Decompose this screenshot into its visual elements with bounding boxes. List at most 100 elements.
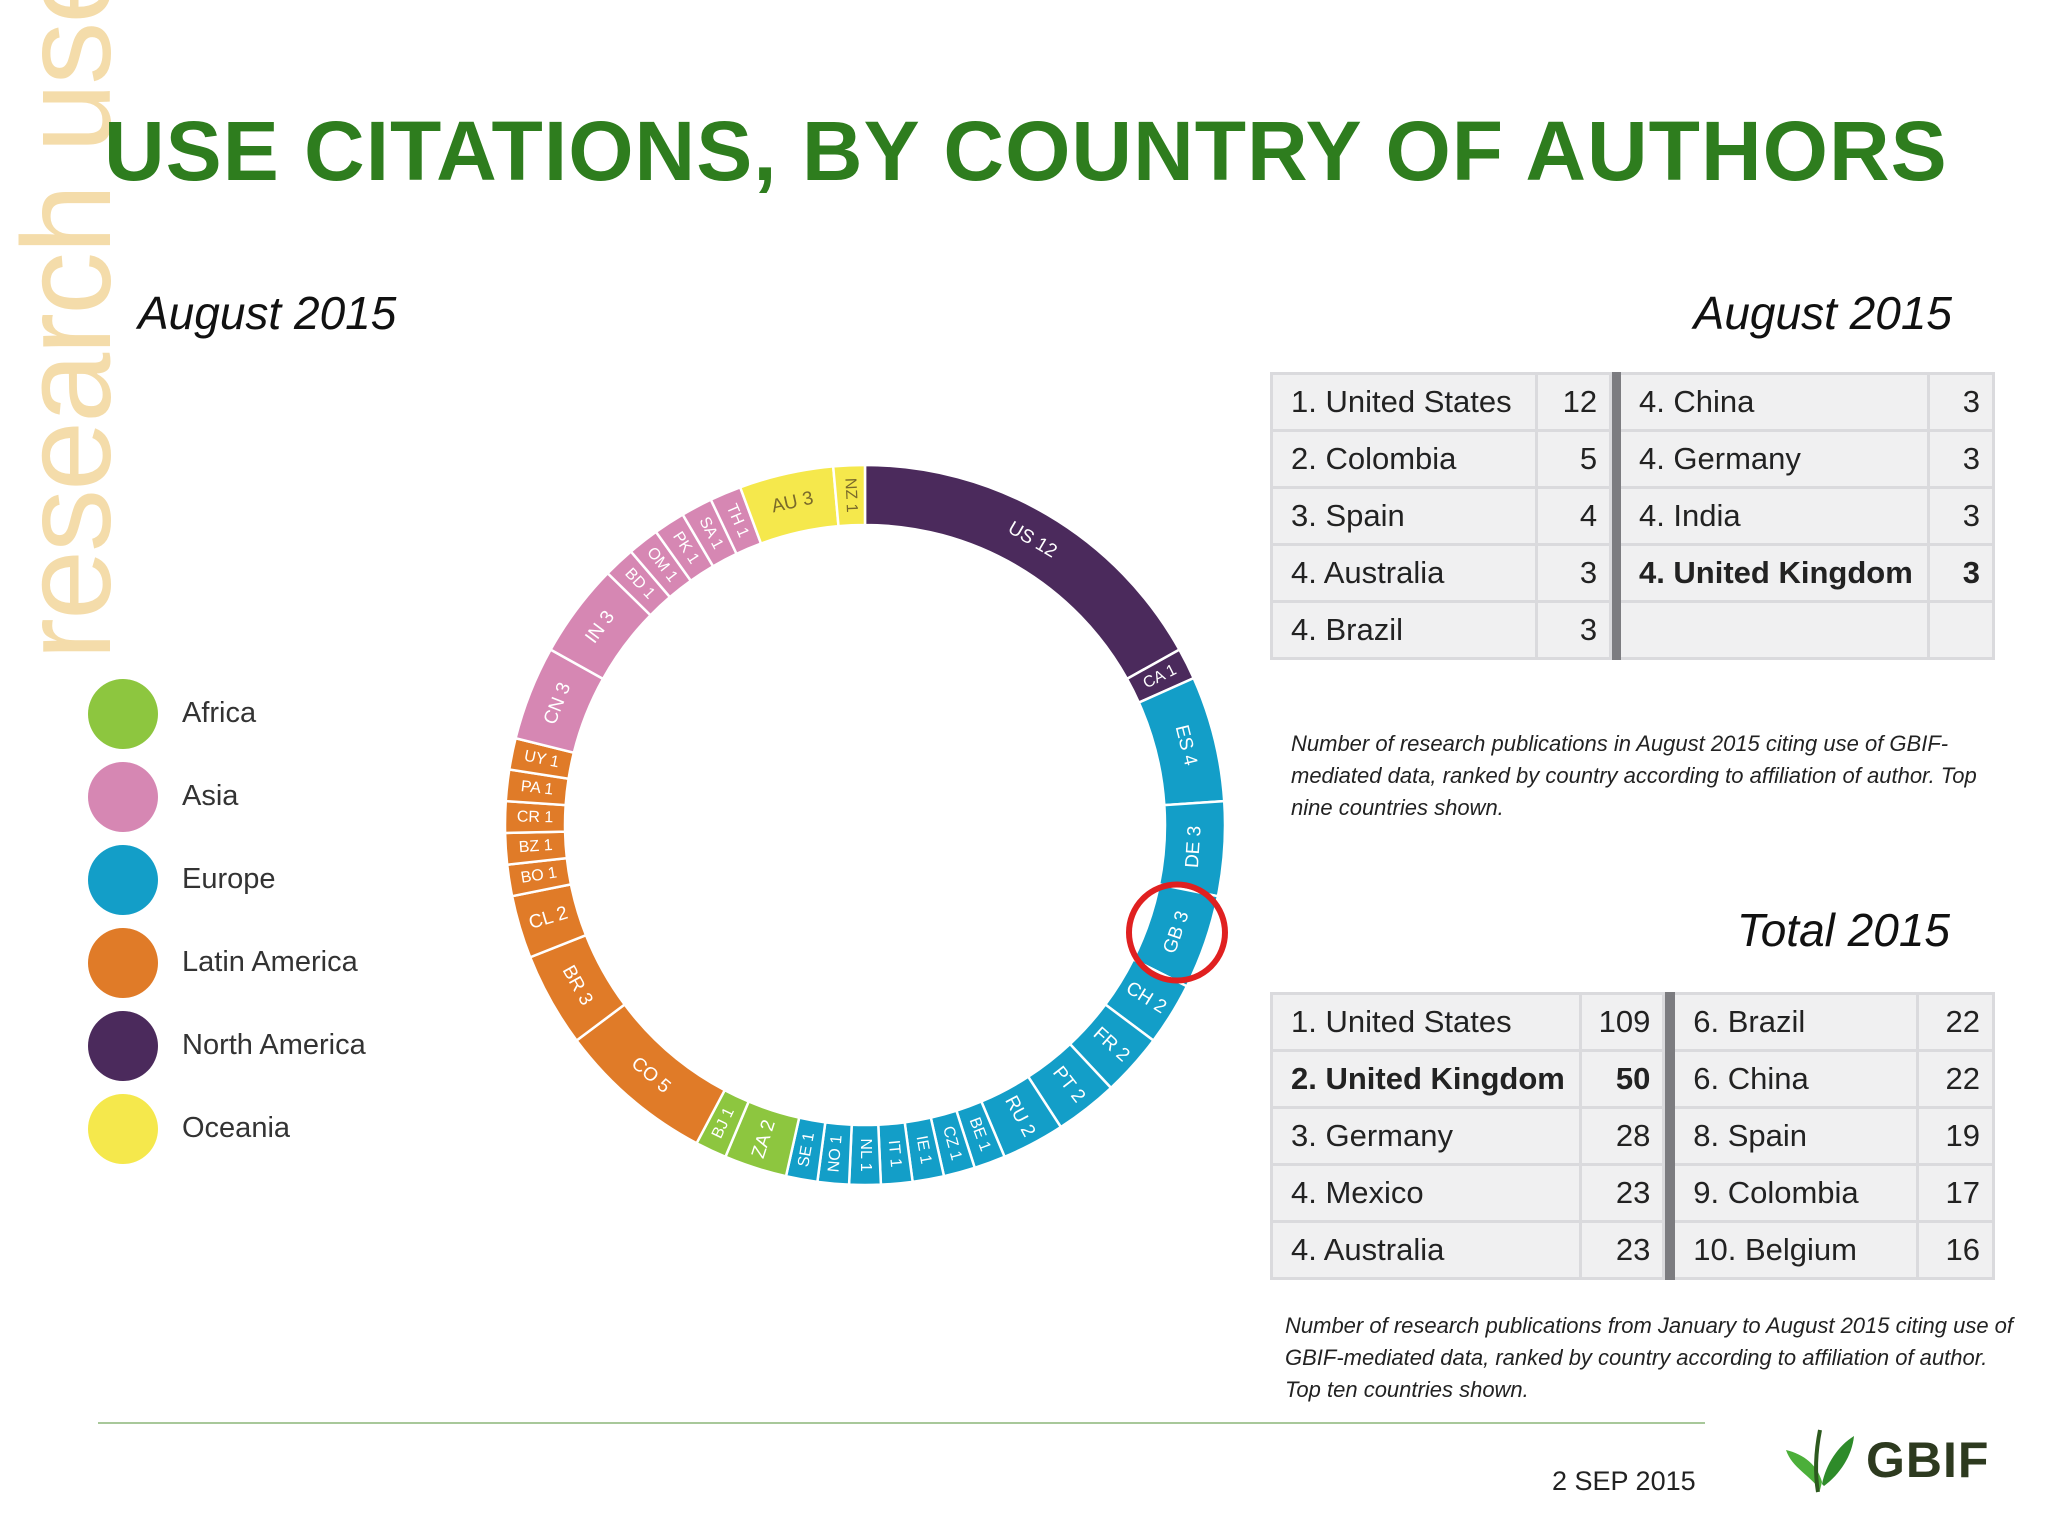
country-cell: 4. Australia [1270, 1220, 1582, 1280]
country-cell: 4. Australia [1269, 543, 1539, 603]
country-cell: 8. Spain [1672, 1106, 1919, 1166]
slide-title: USE CITATIONS, BY COUNTRY OF AUTHORS [104, 104, 1948, 198]
count-cell: 19 [1915, 1106, 1996, 1166]
gbif-logo: GBIF [1780, 1420, 1989, 1500]
slice-label: BO 1 [520, 864, 559, 886]
column-divider [1609, 600, 1621, 660]
table-row: 2. Colombia 5 4. Germany 3 [1269, 429, 1996, 489]
legend-label: Asia [182, 780, 239, 812]
slice-label: UY 1 [523, 748, 561, 772]
donut-slices [503, 463, 1227, 1187]
table-august-note: Number of research publications in Augus… [1291, 731, 1977, 820]
count-cell: 22 [1915, 992, 1996, 1052]
table-row: 2. United Kingdom 50 6. China 22 [1270, 1049, 1996, 1109]
country-cell: 4. India [1617, 486, 1930, 546]
table-row: 4. Mexico 23 9. Colombia 17 [1270, 1163, 1996, 1223]
gb-highlight [1125, 881, 1228, 984]
country-cell: 4. Mexico [1270, 1163, 1582, 1223]
count-cell [1926, 600, 1996, 660]
country-cell: 4. Brazil [1269, 600, 1539, 660]
slice-label: NZ 1 [841, 478, 860, 513]
table-row: 4. Australia 23 10. Belgium 16 [1270, 1220, 1996, 1280]
column-divider [1662, 1163, 1676, 1223]
table-row: 1. United States 12 4. China 3 [1269, 372, 1996, 432]
footer-divider [98, 1422, 1705, 1424]
legend-swatch [88, 927, 158, 998]
country-cell: 4. Germany [1617, 429, 1930, 489]
donut-slice-nz [831, 463, 867, 528]
column-divider [1609, 372, 1621, 432]
table-august-title: August 2015 [1693, 287, 1952, 339]
region-legend: Africa Asia Europe Latin America North A… [88, 672, 366, 1170]
column-divider [1662, 1049, 1676, 1109]
count-cell-highlight: 3 [1926, 543, 1996, 603]
footer-date: 2 SEP 2015 [1552, 1466, 1696, 1496]
table-row: 4. Australia 3 4. United Kingdom 3 [1269, 543, 1996, 603]
count-cell: 12 [1535, 372, 1613, 432]
slice-label: CR 1 [517, 809, 554, 827]
legend-label: Europe [182, 863, 276, 895]
legend-item-africa: Africa [88, 672, 366, 755]
count-cell: 22 [1915, 1049, 1996, 1109]
count-cell: 23 [1578, 1220, 1666, 1280]
table-row: 3. Spain 4 4. India 3 [1269, 486, 1996, 546]
slice-label: IT 1 [885, 1139, 904, 1168]
country-cell: 2. Colombia [1269, 429, 1539, 489]
slice-label: SE 1 [795, 1131, 818, 1168]
donut-slice-us [863, 463, 1182, 681]
country-cell: 1. United States [1269, 372, 1539, 432]
legend-swatch [88, 1093, 158, 1164]
count-cell: 28 [1578, 1106, 1666, 1166]
count-cell-highlight: 50 [1578, 1049, 1666, 1109]
legend-swatch [88, 844, 158, 915]
count-cell: 4 [1535, 486, 1613, 546]
legend-label: Oceania [182, 1112, 291, 1144]
count-cell: 17 [1915, 1163, 1996, 1223]
legend-label: North America [182, 1029, 366, 1061]
column-divider [1662, 1220, 1676, 1280]
country-cell: 9. Colombia [1672, 1163, 1919, 1223]
country-cell-highlight: 2. United Kingdom [1270, 1049, 1582, 1109]
slice-label: IE 1 [912, 1134, 934, 1165]
column-divider [1662, 1106, 1676, 1166]
country-cell: 10. Belgium [1672, 1220, 1919, 1280]
table-row: 4. Brazil 3 [1269, 600, 1996, 660]
slice-label: NL 1 [857, 1138, 874, 1171]
country-cell: 6. China [1672, 1049, 1919, 1109]
count-cell: 3 [1535, 543, 1613, 603]
country-cell: 3. Spain [1269, 486, 1539, 546]
slice-label: BZ 1 [518, 837, 553, 856]
table-total-2015: 1. United States 109 6. Brazil 22 2. Uni… [1270, 992, 1996, 1280]
slice-label: NO 1 [825, 1134, 845, 1173]
country-cell: 3. Germany [1270, 1106, 1582, 1166]
side-watermark-label: research use [0, 0, 137, 660]
count-cell: 3 [1926, 429, 1996, 489]
legend-item-europe: Europe [88, 838, 366, 921]
legend-label: Africa [182, 697, 257, 729]
table-row: 3. Germany 28 8. Spain 19 [1270, 1106, 1996, 1166]
legend-swatch [88, 1010, 158, 1081]
country-cell: 6. Brazil [1672, 992, 1919, 1052]
legend-label: Latin America [182, 946, 358, 978]
legend-item-north-america: North America [88, 1004, 366, 1087]
column-divider [1609, 543, 1621, 603]
country-cell: 1. United States [1270, 992, 1582, 1052]
slice-label: DE 3 [1182, 825, 1206, 869]
count-cell: 5 [1535, 429, 1613, 489]
leaf-icon [1786, 1429, 1854, 1493]
country-cell [1617, 600, 1930, 660]
legend-item-asia: Asia [88, 755, 366, 838]
slice-label: PA 1 [520, 778, 554, 799]
logo-text: GBIF [1866, 1432, 1990, 1488]
count-cell: 16 [1915, 1220, 1996, 1280]
count-cell: 3 [1926, 486, 1996, 546]
count-cell: 23 [1578, 1163, 1666, 1223]
column-divider [1609, 486, 1621, 546]
table-total-note: Number of research publications from Jan… [1285, 1313, 2014, 1402]
column-divider [1609, 429, 1621, 489]
count-cell: 3 [1535, 600, 1613, 660]
highlight-circle [1125, 881, 1228, 984]
country-cell-highlight: 4. United Kingdom [1617, 543, 1930, 603]
chart-subtitle: August 2015 [138, 287, 397, 339]
country-cell: 4. China [1617, 372, 1930, 432]
